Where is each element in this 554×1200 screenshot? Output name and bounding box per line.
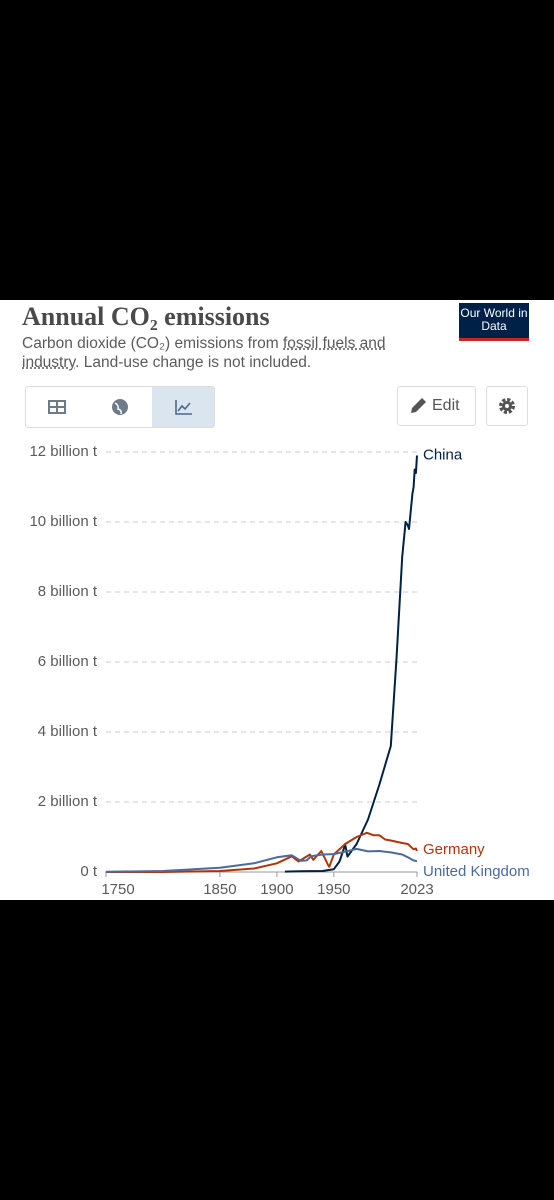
series-line — [284, 455, 418, 873]
edit-button[interactable]: Edit — [397, 386, 476, 426]
map-tab[interactable] — [89, 387, 151, 427]
title: Annual CO₂ emissions — [22, 302, 270, 331]
x-tick-label: 1850 — [203, 881, 236, 898]
x-tick-label: 1750 — [101, 881, 134, 898]
series-label: China — [423, 446, 463, 463]
chart-icon — [175, 400, 192, 415]
series-label: Germany — [423, 841, 485, 858]
series-label: United Kingdom — [423, 863, 530, 880]
view-tabs — [25, 386, 215, 428]
chart-tab[interactable] — [152, 387, 214, 427]
y-tick-label: 2 billion t — [38, 793, 98, 810]
y-tick-label: 4 billion t — [38, 723, 98, 740]
subtitle: Carbon dioxide (CO₂) emissions from foss… — [22, 334, 422, 372]
edit-label: Edit — [432, 397, 460, 414]
y-tick-label: 0 t — [80, 863, 98, 880]
x-tick-label: 2023 — [400, 881, 433, 898]
y-tick-label: 6 billion t — [38, 653, 98, 670]
pencil-icon — [411, 398, 426, 413]
x-tick-label: 1950 — [317, 881, 350, 898]
subtitle-link[interactable]: fossil fuels and industry — [22, 335, 386, 371]
globe-icon — [112, 399, 128, 415]
series-line — [105, 847, 418, 873]
subtitle-text: . Land-use change is not included. — [75, 354, 312, 371]
chart: 0 t 2 billion t 4 billion t 6 billion t 8 bi… — [29, 443, 530, 898]
table-icon — [48, 400, 66, 414]
settings-button[interactable] — [486, 386, 528, 426]
series-line — [106, 831, 418, 873]
y-tick-label: 12 billion t — [29, 443, 97, 460]
y-tick-label: 10 billion t — [29, 513, 97, 530]
subtitle-text: Carbon dioxide (CO₂) emissions from — [22, 335, 283, 352]
x-tick-label: 1900 — [260, 881, 293, 898]
table-tab[interactable] — [26, 387, 88, 427]
gear-icon — [499, 398, 515, 414]
logo[interactable]: Our World in Data — [459, 303, 529, 341]
chart-panel: Annual CO₂ emissions Carbon dioxide (CO₂… — [0, 300, 554, 900]
y-tick-label: 8 billion t — [38, 583, 98, 600]
